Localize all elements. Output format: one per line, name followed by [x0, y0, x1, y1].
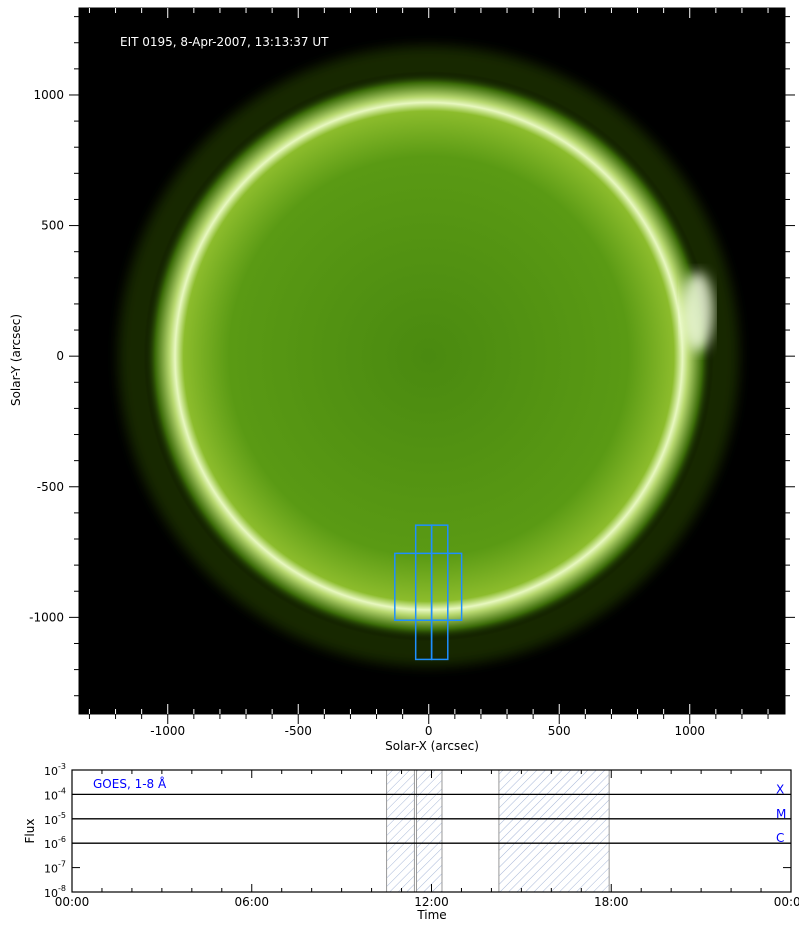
goes-plot: XMC 00:00 06:00 12:00 18:00 00:00 10-3 10-4 10-… — [23, 762, 799, 922]
x-tick-label: -1000 — [150, 724, 185, 738]
time-tick-label: 00:00 — [774, 895, 799, 909]
flux-tick-label: 10-4 — [44, 786, 66, 802]
region-box — [430, 524, 449, 661]
time-tick-label: 00:00 — [55, 895, 90, 909]
time-tick-label: 12:00 — [414, 895, 449, 909]
goes-legend: GOES, 1-8 Å — [93, 776, 167, 791]
y-tick-label: 0 — [56, 349, 64, 363]
x-tick-label: 1000 — [674, 724, 705, 738]
flare-class-label: M — [776, 807, 786, 821]
flux-tick-label: 10-7 — [44, 860, 66, 876]
flux-axis-label: Flux — [23, 819, 37, 844]
flux-tick-label: 10-6 — [44, 835, 66, 851]
x-axis-label: Solar-X (arcsec) — [385, 739, 479, 753]
y-tick-label: -1000 — [29, 610, 64, 624]
x-tick-label: -500 — [285, 724, 312, 738]
goes-ticks: 00:00 06:00 12:00 18:00 00:00 10-3 10-4 10-5 10-… — [44, 762, 799, 909]
time-tick-label: 18:00 — [594, 895, 629, 909]
flare-class-label: X — [776, 782, 784, 796]
x-tick-label: 500 — [548, 724, 571, 738]
region-boxes — [394, 524, 463, 661]
sun-disk — [143, 71, 714, 642]
hatched-interval — [386, 769, 415, 893]
flux-tick-label: 10-8 — [44, 884, 66, 900]
hatched-intervals — [386, 769, 610, 893]
hatched-interval — [498, 769, 610, 893]
hatched-interval — [416, 769, 443, 893]
flux-tick-label: 10-3 — [44, 762, 66, 778]
y-tick-label: -500 — [37, 480, 64, 494]
y-axis-label: Solar-Y (arcsec) — [9, 314, 23, 406]
region-box — [394, 552, 463, 621]
eit-image-plot: -1000 -500 0 500 1000 -1000 -500 0 500 1000 EIT 0… — [9, 7, 795, 753]
y-tick-label: 500 — [41, 219, 64, 233]
image-ticks: -1000 -500 0 500 1000 -1000 -500 0 500 1000 — [29, 8, 795, 738]
time-tick-label: 06:00 — [234, 895, 269, 909]
flare-class-lines: XMC — [72, 782, 791, 845]
flare-class-label: C — [776, 831, 784, 845]
y-tick-label: 1000 — [33, 88, 64, 102]
image-frame — [78, 7, 786, 715]
time-axis-label: Time — [416, 908, 446, 922]
image-title: EIT 0195, 8-Apr-2007, 13:13:37 UT — [120, 35, 329, 49]
x-tick-label: 0 — [425, 724, 433, 738]
flux-tick-label: 10-5 — [44, 811, 66, 827]
bright-limb-region — [681, 271, 714, 352]
